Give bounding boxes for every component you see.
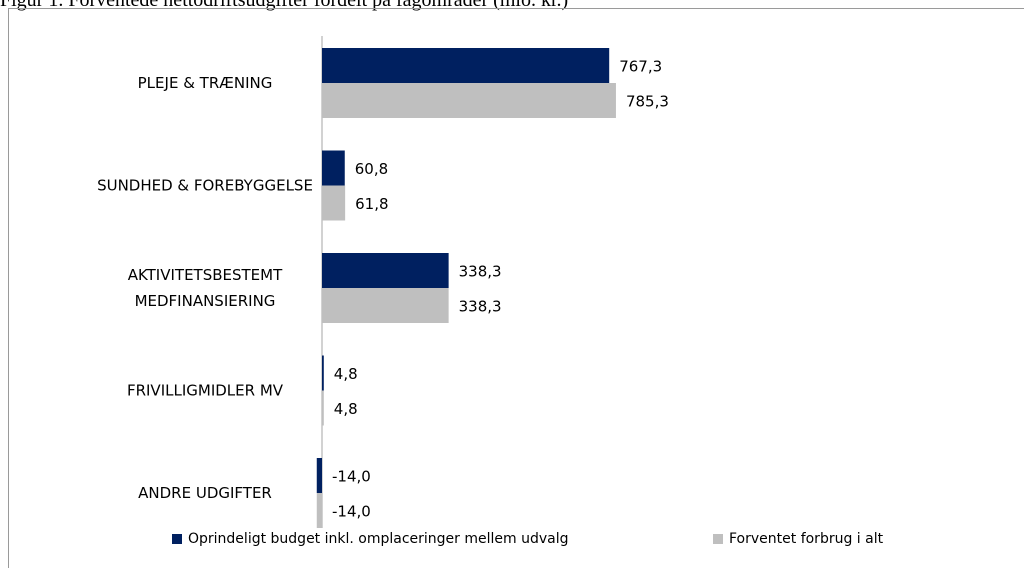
category-label: SUNDHED & FOREBYGGELSE	[97, 177, 313, 195]
bar-series-1	[322, 253, 449, 288]
data-label-series-2: 785,3	[626, 93, 669, 111]
data-label-series-1: 338,3	[459, 263, 502, 281]
bar-series-2	[322, 83, 616, 118]
bar-series-2	[322, 185, 346, 221]
legend-swatch-series-2	[713, 534, 723, 544]
legend-item-series-1: Oprindeligt budget inkl. omplaceringer m…	[172, 531, 569, 547]
data-label-series-1: 4,8	[334, 365, 358, 383]
legend-label-series-2: Forventet forbrug i alt	[729, 531, 884, 547]
legend-swatch-series-1	[172, 534, 182, 544]
figure-caption: Figur 1. Forventede nettodriftsudgifter …	[0, 0, 569, 11]
bar-series-1	[322, 355, 324, 391]
legend-item-series-2: Forventet forbrug i alt	[713, 531, 883, 547]
bar-series-1	[322, 48, 610, 83]
bar-series-2	[322, 288, 449, 323]
bar-series-1	[322, 150, 345, 186]
category-label: PLEJE & TRÆNING	[138, 74, 273, 92]
data-label-series-1: -14,0	[332, 468, 371, 486]
legend-label-series-1: Oprindeligt budget inkl. omplaceringer m…	[188, 531, 569, 547]
bar-series-2	[316, 493, 322, 528]
data-label-series-1: 767,3	[619, 58, 662, 76]
data-label-series-2: 61,8	[355, 195, 388, 213]
bar-series-1	[316, 458, 322, 493]
data-label-series-1: 60,8	[355, 160, 388, 178]
chart-frame	[8, 8, 1024, 568]
bar-chart: PLEJE & TRÆNING 767,3 785,3 SUNDHED & FOREB…	[97, 36, 669, 528]
category-label: MEDFINANSIERING	[135, 292, 276, 310]
chart-legend: Oprindeligt budget inkl. omplaceringer m…	[0, 531, 1024, 555]
category-label: AKTIVITETSBESTEMT	[128, 266, 283, 284]
category-label: ANDRE UDGIFTER	[138, 484, 272, 502]
data-label-series-2: -14,0	[332, 503, 371, 521]
category-label: FRIVILLIGMIDLER MV	[127, 382, 284, 400]
bar-series-2	[322, 390, 324, 426]
data-label-series-2: 4,8	[334, 400, 358, 418]
data-label-series-2: 338,3	[459, 298, 502, 316]
